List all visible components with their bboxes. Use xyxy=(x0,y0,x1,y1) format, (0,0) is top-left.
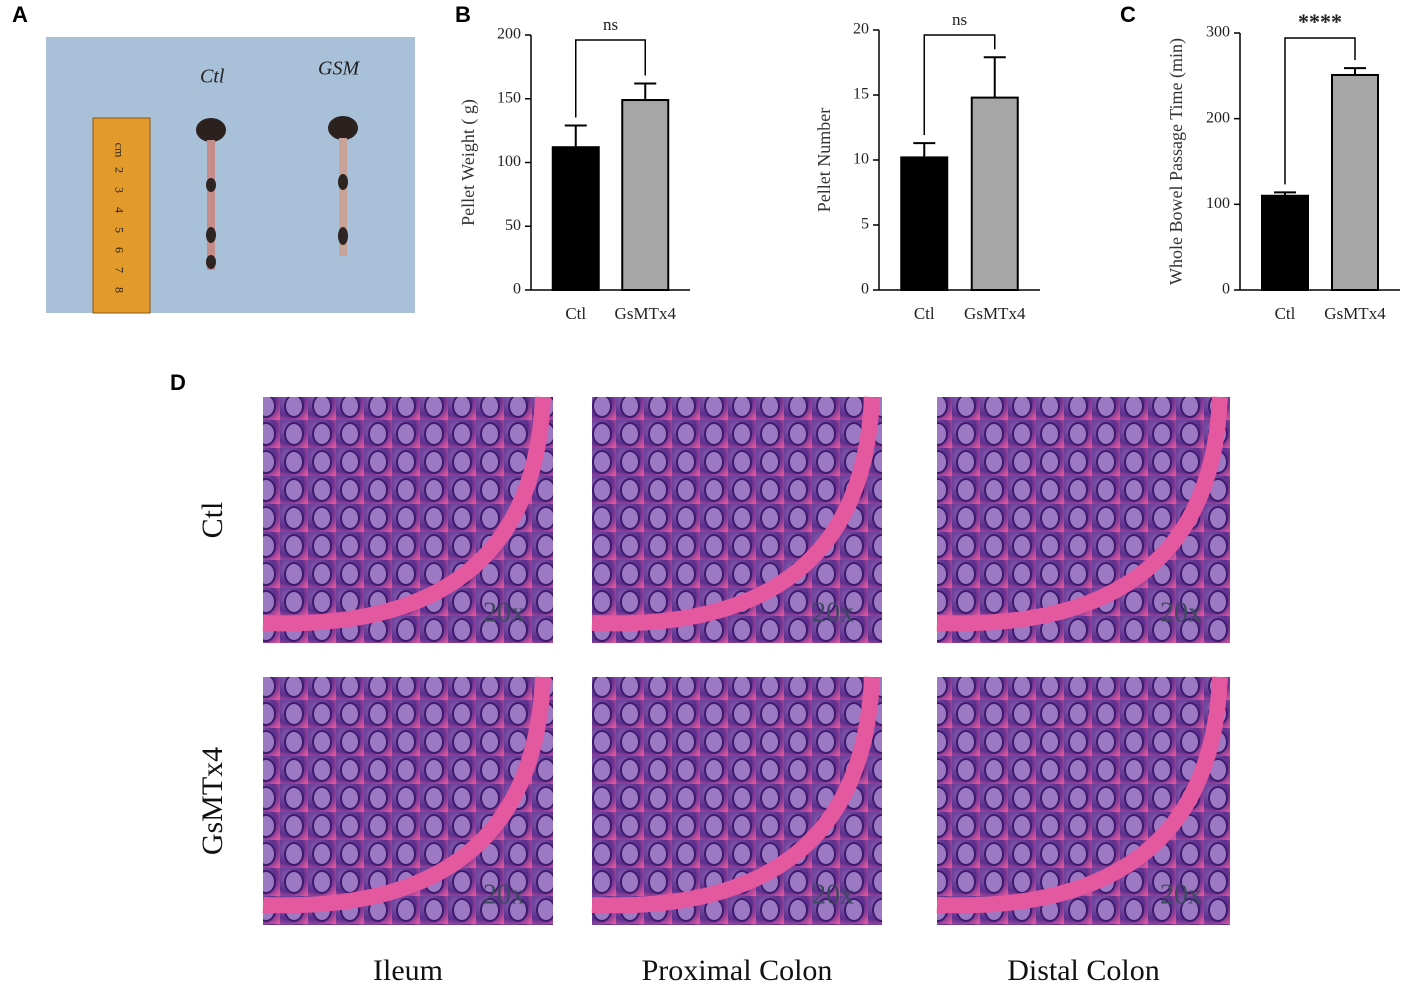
y-axis-label: Pellet Weight ( g) xyxy=(458,99,479,226)
row-label: Ctl xyxy=(196,502,229,539)
photo-label: Ctl xyxy=(200,66,225,88)
column-label: Ileum xyxy=(373,954,443,987)
significance-bracket xyxy=(923,34,996,136)
histology-muscle xyxy=(262,396,551,632)
x-tick-label: Ctl xyxy=(914,304,935,323)
ruler-label: 3 xyxy=(112,187,126,193)
bar xyxy=(900,156,949,291)
x-tick-label: GsMTx4 xyxy=(1324,304,1386,323)
y-tick-label: 20 xyxy=(853,21,869,38)
significance-label: ns xyxy=(603,15,618,34)
y-tick-label: 10 xyxy=(853,151,869,168)
x-tick-label: GsMTx4 xyxy=(964,304,1026,323)
error-bar xyxy=(1344,67,1366,75)
ruler-label: cm xyxy=(112,143,126,158)
histology-muscle xyxy=(936,396,1228,632)
magnification-label: 20x xyxy=(812,597,854,628)
ruler-label: 2 xyxy=(112,167,126,173)
y-tick-label: 100 xyxy=(497,153,521,170)
bar xyxy=(1261,194,1309,291)
y-tick-label: 150 xyxy=(497,89,521,106)
y-axis-label: Pellet Number xyxy=(814,108,834,212)
magnification-label: 20x xyxy=(1160,597,1202,628)
significance-label: **** xyxy=(1298,9,1342,34)
error-bar xyxy=(983,56,1006,98)
ruler-labels: cm 2 3 4 5 6 7 8 xyxy=(112,143,126,293)
bar xyxy=(970,96,1019,291)
histology-muscle xyxy=(591,676,880,914)
x-tick-label: Ctl xyxy=(565,304,586,323)
error-bar xyxy=(1274,191,1296,196)
bar xyxy=(1331,73,1379,291)
panel-label: A xyxy=(12,2,28,27)
y-tick-label: 50 xyxy=(505,217,521,234)
y-tick-label: 200 xyxy=(497,26,521,43)
y-tick-label: 0 xyxy=(1222,281,1230,298)
panel-label: B xyxy=(455,2,471,27)
ruler-label: 6 xyxy=(112,247,126,253)
photo-label: GSM xyxy=(318,58,360,80)
significance-bracket xyxy=(1284,37,1356,185)
ruler-label: 4 xyxy=(112,207,126,213)
magnification-label: 20x xyxy=(812,879,854,910)
error-bar xyxy=(913,142,936,158)
y-tick-label: 15 xyxy=(853,86,869,103)
x-tick-label: Ctl xyxy=(1275,304,1296,323)
y-tick-label: 5 xyxy=(861,216,869,233)
y-tick-label: 200 xyxy=(1206,109,1230,126)
significance-bracket xyxy=(575,39,646,118)
magnification-label: 20x xyxy=(483,597,525,628)
ruler-label: 5 xyxy=(112,227,126,233)
ruler-label: 7 xyxy=(112,267,126,273)
row-label: GsMTx4 xyxy=(196,747,229,855)
bar xyxy=(621,99,670,292)
error-bar xyxy=(564,124,587,148)
ruler-label: 8 xyxy=(112,287,126,293)
panel-label: C xyxy=(1120,2,1136,27)
y-tick-label: 300 xyxy=(1206,24,1230,41)
column-label: Distal Colon xyxy=(1007,954,1160,987)
significance-label: ns xyxy=(952,10,967,29)
y-tick-label: 0 xyxy=(513,281,521,298)
histology-grid: 20x 20x 20x Ctl 20x 20x 20x GsMTx4 Ileum Proximal… xyxy=(196,396,1230,987)
y-tick-label: 0 xyxy=(861,281,869,298)
bar xyxy=(551,146,600,291)
panel-label: D xyxy=(170,370,186,395)
histology-muscle xyxy=(591,396,880,632)
histology-muscle xyxy=(936,676,1228,914)
column-label: Proximal Colon xyxy=(642,954,833,987)
magnification-label: 20x xyxy=(483,879,525,910)
x-tick-label: GsMTx4 xyxy=(615,304,677,323)
histology-muscle xyxy=(262,676,551,914)
magnification-label: 20x xyxy=(1160,879,1202,910)
y-axis-label: Whole Bowel Passage Time (min) xyxy=(1166,38,1187,285)
specimen-photo xyxy=(46,37,415,314)
error-bar xyxy=(634,82,657,101)
y-tick-label: 100 xyxy=(1206,195,1230,212)
